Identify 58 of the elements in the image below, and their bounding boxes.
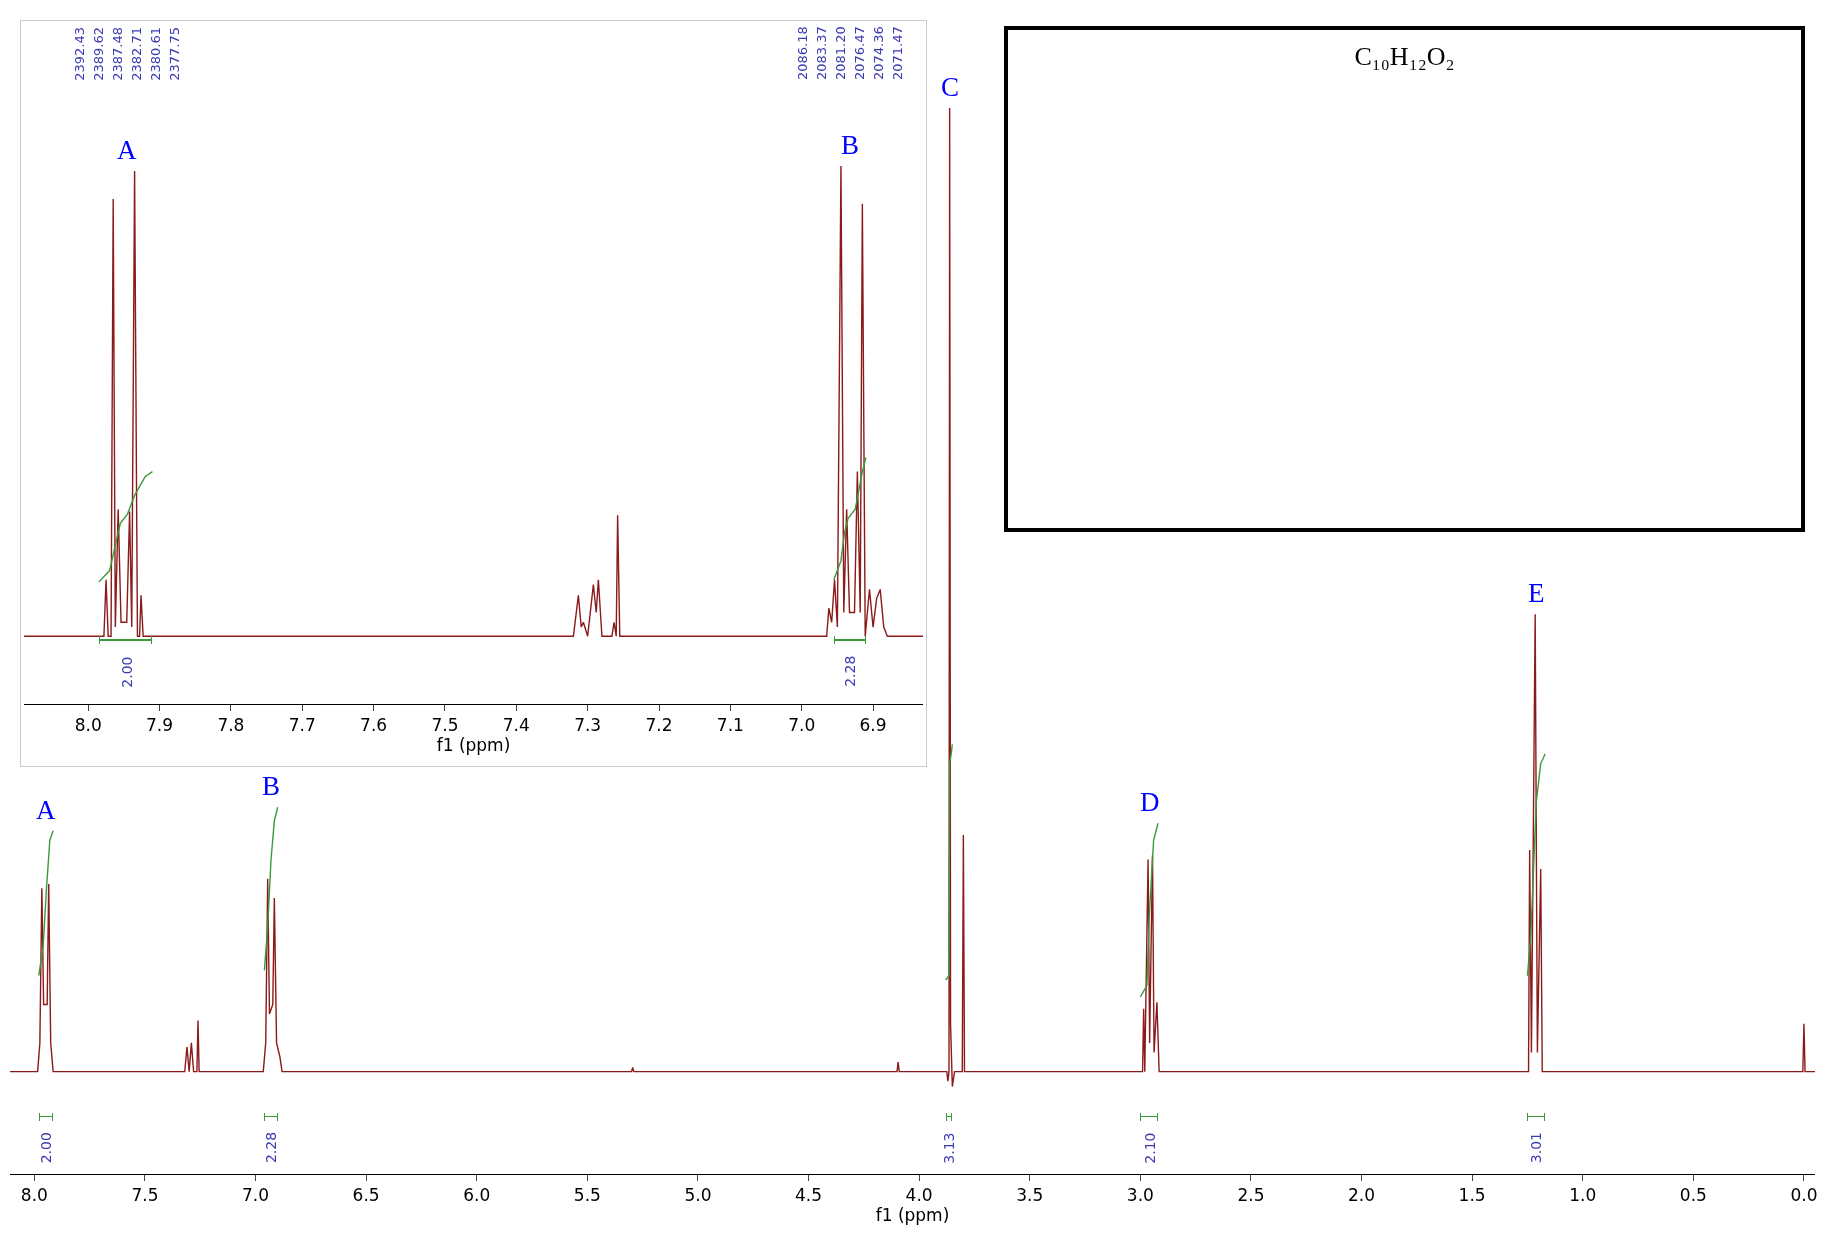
text: C₁₀H₁₂O₂: [1353, 42, 1456, 72]
x-tick-label: 7.4: [502, 715, 530, 736]
x-tick-label: 4.5: [795, 1185, 823, 1206]
x-tick-label: 7.5: [131, 1185, 159, 1206]
text: 2076.47: [852, 26, 868, 80]
x-tick-label: 5.5: [573, 1185, 601, 1206]
x-tick-label: 0.0: [1790, 1185, 1818, 1206]
x-axis-title: f1 (ppm): [875, 1205, 950, 1226]
text: 2074.36: [871, 26, 887, 80]
x-tick-label: 7.6: [360, 715, 388, 736]
annotation: 2.28: [262, 1131, 279, 1164]
annotation: D: [1140, 787, 1160, 817]
x-tick-label: 6.5: [352, 1185, 380, 1206]
x-tick-label: 7.9: [146, 715, 174, 736]
text: 2086.18: [795, 26, 811, 80]
annotation: E: [1528, 578, 1545, 608]
text: 2071.47: [890, 26, 906, 80]
text: 2389.62: [91, 27, 107, 81]
x-tick-label: 6.9: [859, 715, 887, 736]
annotation: 3.01: [1527, 1131, 1544, 1164]
x-tick-label: 2.5: [1237, 1185, 1265, 1206]
text: C: [941, 72, 960, 102]
annotation: B: [841, 130, 860, 160]
x-tick-label: 7.5: [431, 715, 459, 736]
x-tick-label: 4.0: [905, 1185, 933, 1206]
x-tick-label: 7.7: [288, 715, 316, 736]
text: 2081.20: [833, 26, 849, 80]
x-tick-label: 7.0: [788, 715, 816, 736]
text: 2377.75: [167, 27, 183, 81]
annotation: 2.10: [1141, 1132, 1158, 1164]
x-tick-label: 8.0: [74, 715, 102, 736]
text: 2387.48: [110, 27, 126, 81]
x-tick-label: 0.5: [1679, 1185, 1707, 1206]
x-tick-label: 5.0: [684, 1185, 712, 1206]
annotation: 2.00: [38, 1132, 55, 1164]
x-tick-label: 7.8: [217, 715, 245, 736]
x-tick-label: 7.2: [645, 715, 673, 736]
x-tick-label: 7.0: [242, 1185, 270, 1206]
x-tick-label: 1.5: [1458, 1185, 1486, 1206]
text: 2083.37: [814, 26, 830, 80]
annotation: A: [117, 135, 137, 165]
text: 2380.61: [148, 27, 164, 81]
x-axis-title: f1 (ppm): [436, 735, 511, 756]
x-tick-label: 7.1: [716, 715, 744, 736]
text: 2392.43: [72, 27, 88, 81]
text: 2382.71: [129, 27, 145, 81]
x-tick-label: 6.0: [463, 1185, 491, 1206]
annotation: A: [36, 795, 56, 825]
annotation: 2.28: [842, 655, 859, 687]
x-tick-label: 3.0: [1126, 1185, 1154, 1206]
x-tick-label: 1.0: [1569, 1185, 1597, 1206]
x-tick-label: 7.3: [574, 715, 602, 736]
annotation: B: [262, 771, 281, 801]
x-tick-label: 8.0: [20, 1185, 48, 1206]
x-tick-label: 3.5: [1016, 1185, 1044, 1206]
x-tick-label: 2.0: [1348, 1185, 1376, 1206]
annotation: 3.13: [941, 1132, 958, 1164]
annotation: 2.00: [119, 656, 136, 688]
